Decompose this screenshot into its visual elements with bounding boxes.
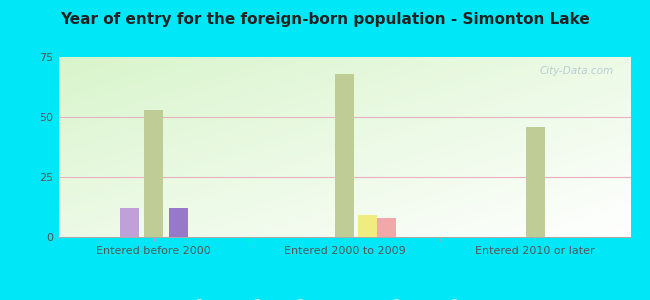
Bar: [526, 127, 545, 237]
Bar: [377, 218, 396, 237]
Legend: Europe, Asia, Latin America, Mexico, Other: Europe, Asia, Latin America, Mexico, Oth…: [192, 297, 497, 300]
Bar: [169, 208, 188, 237]
Bar: [120, 208, 138, 237]
Text: City-Data.com: City-Data.com: [540, 66, 614, 76]
Text: Year of entry for the foreign-born population - Simonton Lake: Year of entry for the foreign-born popul…: [60, 12, 590, 27]
Bar: [335, 74, 354, 237]
Bar: [358, 215, 377, 237]
Bar: [144, 110, 163, 237]
